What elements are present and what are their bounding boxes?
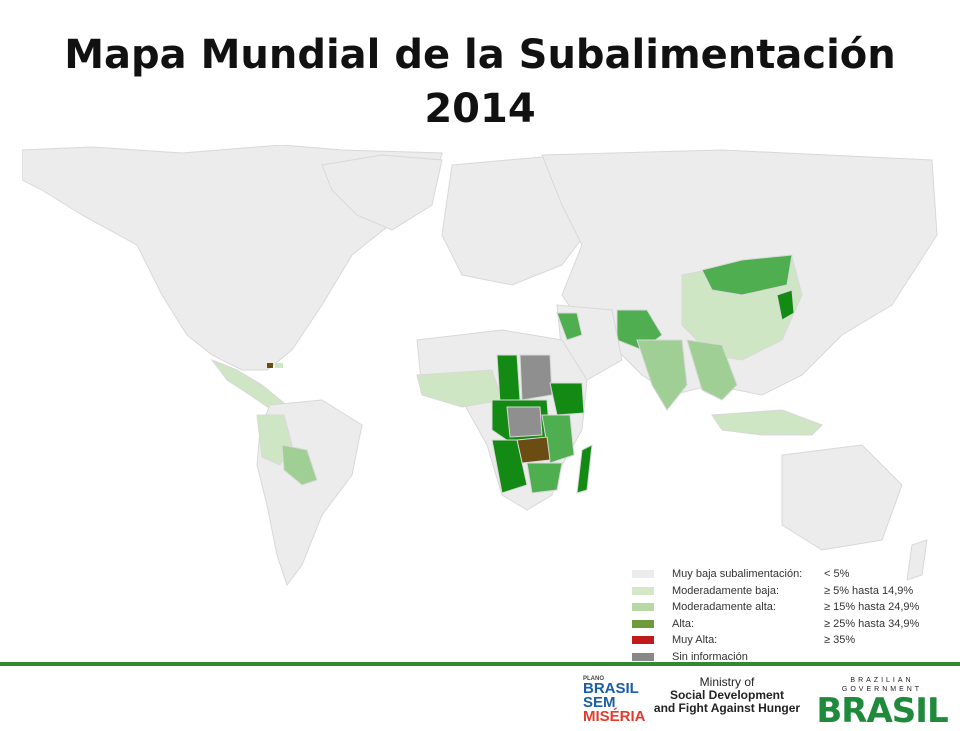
region-north-korea [776, 289, 795, 321]
bsm-tag: PLANO [583, 676, 604, 682]
legend-swatch [632, 636, 654, 645]
footer-divider [0, 662, 960, 666]
region-greenland [321, 154, 443, 231]
legend-label: Alta: [672, 617, 695, 630]
legend-range: ≥ 25% hasta 34,9% [824, 617, 920, 630]
region-southern-africa [491, 439, 528, 494]
region-chad [496, 354, 521, 404]
region-india [636, 339, 688, 411]
legend-label: Muy Alta: [672, 634, 718, 647]
region-zambia [516, 436, 551, 464]
legend-swatch [632, 603, 654, 612]
region-mongolia [701, 254, 793, 296]
legend-swatch [632, 586, 654, 595]
legend-row: Sin información [632, 649, 952, 666]
legend-label: Moderadamente alta: [672, 601, 776, 614]
ministry-line-2: Social Development [669, 688, 785, 702]
region-sudan [519, 354, 553, 401]
region-new-zealand [906, 539, 928, 581]
legend-range: ≥ 35% [824, 634, 856, 647]
region-indonesia [711, 409, 823, 436]
legend-swatch [632, 619, 654, 628]
legend-row: Muy baja subalimentación: < 5% [632, 566, 952, 583]
slide-title: Mapa Mundial de la Subalimentación 2014 [0, 28, 960, 136]
title-line-2: 2014 [424, 86, 536, 132]
map-legend: Muy baja subalimentación: < 5% Moderadam… [632, 566, 952, 665]
legend-range: < 5% [824, 568, 850, 581]
legend-row: Moderadamente alta: ≥ 15% hasta 24,9% [632, 599, 952, 616]
ministry-line-3: and Fight Against Hunger [653, 701, 801, 715]
legend-swatch [632, 652, 654, 661]
ministry-line-1: Ministry of [699, 675, 755, 689]
region-west-africa [416, 369, 503, 408]
legend-swatch [632, 570, 654, 579]
bsm-line-2: SEM [583, 694, 616, 711]
gov-top-text: BRAZILIAN GOVERNMENT [841, 677, 923, 693]
bsm-line-3: MISÉRIA [583, 708, 646, 725]
legend-row: Alta: ≥ 25% hasta 34,9% [632, 616, 952, 633]
legend-row: Muy Alta: ≥ 35% [632, 632, 952, 649]
region-iraq [556, 312, 583, 341]
legend-label: Moderadamente baja: [672, 584, 780, 597]
brazilian-government-logo: BRAZILIAN GOVERNMENT BRASIL [808, 676, 956, 728]
bsm-line-1: BRASIL [583, 680, 639, 697]
world-map [22, 145, 940, 590]
ministry-logo: Ministry of Social Development and Fight… [652, 676, 802, 720]
legend-label: Sin información [672, 650, 748, 663]
gov-wordmark: BRASIL [816, 691, 948, 731]
region-haiti [267, 363, 273, 368]
legend-label: Muy baja subalimentación: [672, 568, 803, 581]
brasil-sem-miseria-logo: PLANO BRASIL SEM MISÉRIA [583, 676, 653, 724]
legend-range: ≥ 15% hasta 24,9% [824, 601, 920, 614]
title-line-1: Mapa Mundial de la Subalimentación [64, 32, 896, 78]
region-ethiopia [549, 382, 585, 416]
legend-row: Moderadamente baja: ≥ 5% hasta 14,9% [632, 583, 952, 600]
region-southeast-asia [686, 339, 738, 401]
region-north-america [22, 145, 443, 371]
region-zimbabwe-mozambique [526, 462, 563, 494]
region-madagascar [576, 444, 593, 494]
region-drc [506, 406, 543, 438]
region-bolivia-paraguay [281, 444, 318, 486]
region-caribbean [275, 363, 283, 368]
region-australia [781, 444, 903, 551]
legend-range: ≥ 5% hasta 14,9% [824, 584, 914, 597]
